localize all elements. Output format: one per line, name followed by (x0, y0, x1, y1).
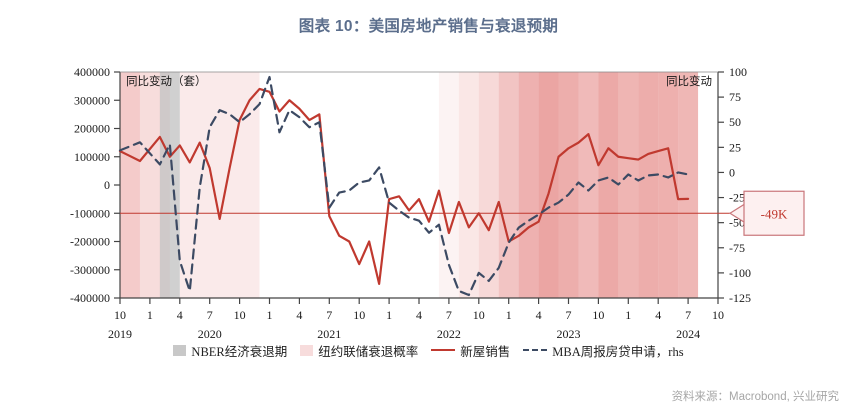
x-tick-label: 10 (114, 308, 126, 322)
right-tick-label: -25 (729, 191, 745, 205)
x-year-label: 2022 (437, 327, 461, 341)
left-tick-label: -300000 (70, 263, 110, 277)
left-tick-label: 0 (104, 178, 110, 192)
x-tick-label: 7 (685, 308, 691, 322)
x-tick-label: 7 (326, 308, 332, 322)
legend-swatch-nyfed-probability (300, 344, 314, 356)
x-year-label: 2019 (108, 327, 132, 341)
value-callout[interactable]: -49K (728, 190, 805, 236)
probability-band (498, 72, 519, 298)
x-tick-label: 4 (177, 308, 183, 322)
right-tick-label: -100 (729, 266, 751, 280)
x-tick-label: 4 (655, 308, 661, 322)
left-tick-label: 400000 (74, 65, 110, 79)
legend-swatch-mba-mortgage-applications (523, 349, 548, 351)
x-year-label: 2024 (676, 327, 700, 341)
x-tick-label: 10 (353, 308, 365, 322)
probability-band (538, 72, 559, 298)
probability-band (518, 72, 539, 298)
probability-band (618, 72, 639, 298)
left-tick-label: 100000 (74, 150, 110, 164)
x-tick-label: 4 (536, 308, 542, 322)
series-mba-applications (118, 75, 690, 297)
right-tick-label: 25 (729, 140, 741, 154)
left-tick-label: -400000 (70, 291, 110, 305)
callout-label: -49K (761, 206, 788, 221)
nber-band (159, 72, 180, 298)
x-tick-label: 7 (207, 308, 213, 322)
right-tick-label: 100 (729, 65, 747, 79)
x-tick-label: 1 (267, 308, 273, 322)
x-tick-label: 1 (147, 308, 153, 322)
x-tick-label: 1 (506, 308, 512, 322)
probability-band (558, 72, 579, 298)
x-tick-label: 4 (416, 308, 422, 322)
page-title: 图表 10：美国房地产销售与衰退预期 (298, 18, 559, 35)
legend-item-mba-mortgage-applications[interactable]: MBA周报房贷申请，rhs (523, 341, 684, 360)
x-year-label: 2020 (198, 327, 222, 341)
left-tick-label: -100000 (70, 206, 110, 220)
legend-item-nyfed-probability[interactable]: 纽约联储衰退概率 (300, 341, 418, 360)
x-tick-label: 7 (566, 308, 572, 322)
legend-label: 新屋销售 (460, 344, 511, 359)
legend-swatch-new-home-sales (431, 349, 456, 351)
x-tick-label: 10 (473, 308, 485, 322)
legend-label: 纽约联储衰退概率 (318, 344, 419, 359)
x-tick-label: 10 (234, 308, 246, 322)
x-year-label: 2023 (557, 327, 581, 341)
source-note: 资料来源：Macrobond, 兴业研究 (671, 391, 839, 403)
right-axis-title: 同比变动 (666, 74, 712, 88)
legend-item-new-home-sales[interactable]: 新屋销售 (431, 341, 510, 360)
right-tick-label: 0 (729, 165, 735, 179)
chart-legend: NBER经济衰退期 纽约联储衰退概率 新屋销售 MBA周报房贷申请，rhs (0, 338, 857, 362)
probability-band (139, 72, 160, 298)
legend-label: MBA周报房贷申请，rhs (552, 344, 684, 359)
x-axis: 10 1 4 7 10 1 4 7 10 1 4 7 10 1 4 7 10 1 4 7 10 2019 2020 2021 2… (108, 298, 724, 341)
right-tick-label: 75 (729, 90, 741, 104)
right-tick-label: -75 (729, 241, 745, 255)
x-tick-label: 4 (296, 308, 302, 322)
probability-band (458, 72, 479, 298)
x-year-label: 2021 (317, 327, 341, 341)
chart-svg: 400000 300000 200000 100000 0 -100000 -200000 -… (70, 65, 805, 341)
probability-band (578, 72, 599, 298)
nber-recession-bands (159, 72, 180, 298)
legend-swatch-nber-recession (173, 344, 187, 356)
chart-canvas: 400000 300000 200000 100000 0 -100000 -200000 -… (0, 44, 857, 364)
left-tick-label: -200000 (70, 235, 110, 249)
x-tick-label: 10 (712, 308, 724, 322)
series-new-home-sales (118, 87, 690, 285)
x-tick-label: 1 (625, 308, 631, 322)
left-axis: 400000 300000 200000 100000 0 -100000 -200000 -… (70, 65, 120, 305)
legend-label: NBER经济衰退期 (191, 344, 288, 359)
probability-band (638, 72, 659, 298)
x-tick-label: 10 (592, 308, 604, 322)
left-axis-title: 同比变动（套） (126, 74, 207, 88)
left-tick-label: 200000 (74, 122, 110, 136)
x-tick-label: 1 (386, 308, 392, 322)
x-tick-label: 7 (446, 308, 452, 322)
probability-band (478, 72, 499, 298)
probability-band (678, 72, 699, 298)
nyfed-probability-bands (120, 72, 699, 298)
right-tick-label: 50 (729, 115, 741, 129)
left-tick-label: 300000 (74, 93, 110, 107)
probability-band (658, 72, 679, 298)
callout-box (743, 190, 805, 236)
probability-band (598, 72, 619, 298)
legend-item-nber-recession[interactable]: NBER经济衰退期 (173, 341, 287, 360)
probability-band (120, 72, 140, 298)
right-tick-label: -125 (729, 291, 751, 305)
